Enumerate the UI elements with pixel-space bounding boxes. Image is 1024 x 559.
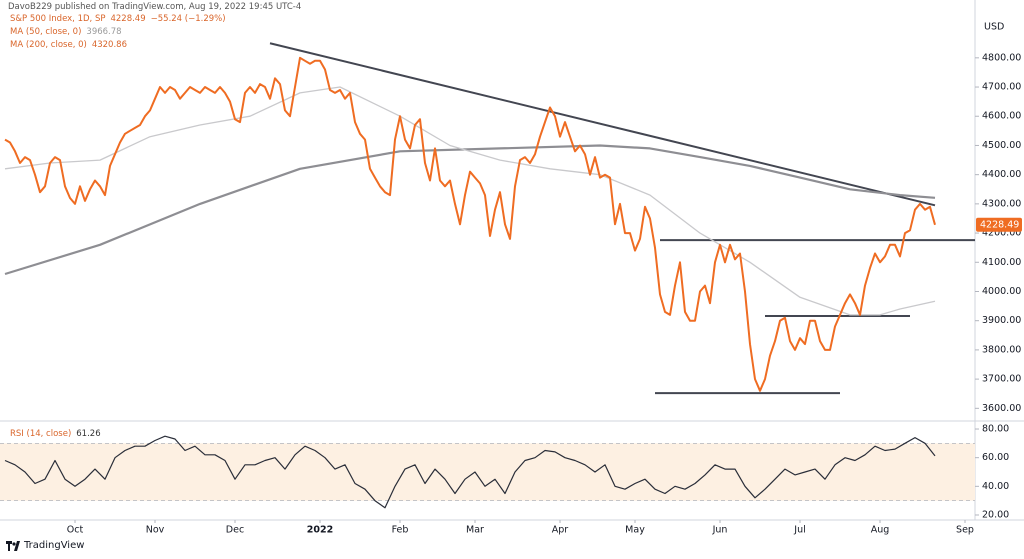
legend-name: MA (50, close, 0) — [10, 27, 82, 37]
legend-name: S&P 500 Index, 1D, SP — [10, 14, 106, 24]
last-price-label: 4228.49 — [980, 219, 1019, 230]
y-tick-label: 4600.00 — [982, 111, 1021, 122]
legend-value: 4228.49 — [110, 14, 146, 24]
publish-info: DavoB229 published on TradingView.com, A… — [8, 2, 302, 12]
x-tick-label: Jun — [712, 525, 728, 536]
x-tick-label: Oct — [67, 525, 84, 536]
footer: TradingView — [6, 540, 84, 551]
y-tick-label: 4000.00 — [982, 286, 1021, 297]
x-tick-label: May — [625, 525, 645, 536]
y-tick-label: 60.00 — [982, 452, 1009, 463]
y-tick-label: 4200.00 — [982, 228, 1021, 239]
legend-value: 4320.86 — [91, 40, 127, 50]
legend-row: S&P 500 Index, 1D, SP 4228.49 −55.24 (−1.2… — [10, 13, 231, 26]
y-tick-label: 4500.00 — [982, 140, 1021, 151]
y-tick-label: 3600.00 — [982, 403, 1021, 414]
last-price-badge — [976, 217, 1022, 232]
x-tick-label: Dec — [226, 525, 244, 536]
x-tick-label: Apr — [552, 525, 569, 536]
y-tick-label: 20.00 — [982, 509, 1009, 520]
brand-name: TradingView — [24, 540, 85, 551]
series-line — [4, 144, 936, 276]
rsi-band — [0, 443, 975, 501]
y-tick-label: 4700.00 — [982, 82, 1021, 93]
series-line — [4, 86, 936, 316]
legend-value: 3966.78 — [86, 27, 122, 37]
y-tick-label: 3700.00 — [982, 374, 1021, 385]
y-tick-label: 3800.00 — [982, 344, 1021, 355]
y-tick-label: 4100.00 — [982, 257, 1021, 268]
legend: S&P 500 Index, 1D, SP 4228.49 −55.24 (−1.2… — [10, 13, 231, 52]
x-tick-label: Aug — [871, 525, 890, 536]
x-tick-label: 2022 — [307, 525, 333, 536]
y-tick-label: 4300.00 — [982, 198, 1021, 209]
series-line — [4, 435, 936, 509]
y-tick-label: 4800.00 — [982, 52, 1021, 63]
x-tick-label: Feb — [392, 525, 409, 536]
legend-row: MA (200, close, 0) 4320.86 — [10, 39, 231, 52]
y-tick-label: 3900.00 — [982, 315, 1021, 326]
legend-value: 61.26 — [76, 429, 101, 439]
rsi-legend: RSI (14, close) 61.26 — [10, 428, 106, 441]
x-tick-label: Jul — [793, 525, 805, 536]
y-tick-label: 4400.00 — [982, 169, 1021, 180]
x-tick-label: Nov — [146, 525, 165, 536]
legend-row: MA (50, close, 0) 3966.78 — [10, 26, 231, 39]
y-tick-label: 40.00 — [982, 481, 1009, 492]
brand-logo — [6, 540, 20, 551]
x-tick-label: Sep — [956, 525, 974, 536]
trendline — [269, 42, 936, 207]
series-line — [4, 56, 936, 392]
y-tick-label: 80.00 — [982, 424, 1009, 435]
legend-name: MA (200, close, 0) — [10, 40, 87, 50]
legend-name: RSI (14, close) — [10, 429, 72, 439]
axis-unit: USD — [984, 22, 1004, 33]
x-tick-label: Mar — [466, 525, 484, 536]
legend-change: −55.24 (−1.29%) — [150, 14, 226, 24]
